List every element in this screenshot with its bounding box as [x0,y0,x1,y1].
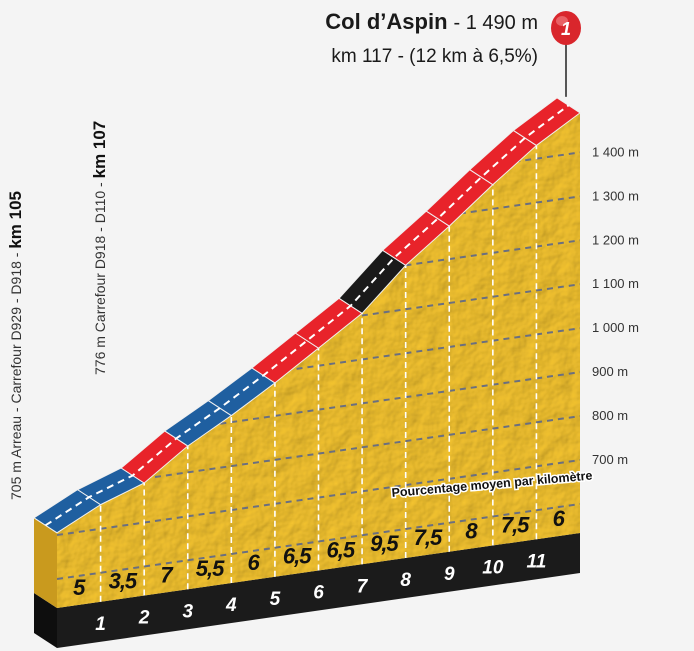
km-tick-label: 11 [527,551,547,572]
y-tick-label: 900 m [592,364,628,379]
waypoint_label-km: km 107 [90,121,109,179]
marker-highlight [556,16,568,26]
chart-title: Col d’Aspin - 1 490 m [325,9,538,34]
gradient-label: 7,5 [501,512,530,537]
gradient-label: 6 [553,506,566,531]
y-tick-label: 1 000 m [592,320,639,335]
km-tick-label: 5 [270,589,281,610]
gradient-label: 8 [465,519,478,544]
road-centerline [44,104,570,527]
summit-marker-number: 1 [561,19,571,39]
gradient-label: 6,5 [283,544,312,569]
start_label-km: km 105 [6,191,25,249]
y-tick-label: 1 200 m [592,232,639,247]
gradient-label: 6,5 [326,537,355,562]
km-tick-label: 1 [95,614,106,635]
gradient-label: 9,5 [370,531,399,556]
y-tick-label: 1 300 m [592,188,639,203]
gradient-label: 3,5 [109,569,138,594]
base-band [57,533,580,648]
km-tick-label: 2 [138,608,150,629]
title-elevation: - 1 490 m [454,12,538,34]
y-tick-label: 800 m [592,408,628,423]
y-tick-label: 1 100 m [592,276,639,291]
km-tick-label: 10 [482,558,504,579]
y-tick-label: 700 m [592,452,628,467]
base-left-face [34,593,57,648]
km-tick-label: 3 [182,601,193,622]
km-tick-label: 7 [357,576,369,597]
gradient-label: 5 [73,575,86,600]
gridline [57,503,580,580]
waypoint_label-text: 776 m Carrefour D918 - D110 - [92,178,108,375]
km-tick-label: 6 [313,583,324,604]
start_label-text: 705 m Arreau - Carrefour D929 - D918 - [8,249,24,500]
start_label-label: 705 m Arreau - Carrefour D929 - D918 - k… [6,191,25,500]
terrain-left-face [34,517,57,608]
chart-subtitle: km 117 - (12 km à 6,5%) [331,46,538,67]
waypoint_label-label: 776 m Carrefour D918 - D110 - km 107 [90,121,109,375]
y-tick-label: 1 400 m [592,144,639,159]
gradient-label: 7 [160,562,174,587]
gradient-label: 6 [248,550,261,575]
km-tick-label: 4 [225,595,237,616]
km-tick-label: 8 [400,570,411,591]
km-tick-label: 9 [444,564,455,585]
gradient-label: 5,5 [196,556,225,581]
title-name: Col d’Aspin [325,9,447,34]
gradient-label: 7,5 [414,525,443,550]
